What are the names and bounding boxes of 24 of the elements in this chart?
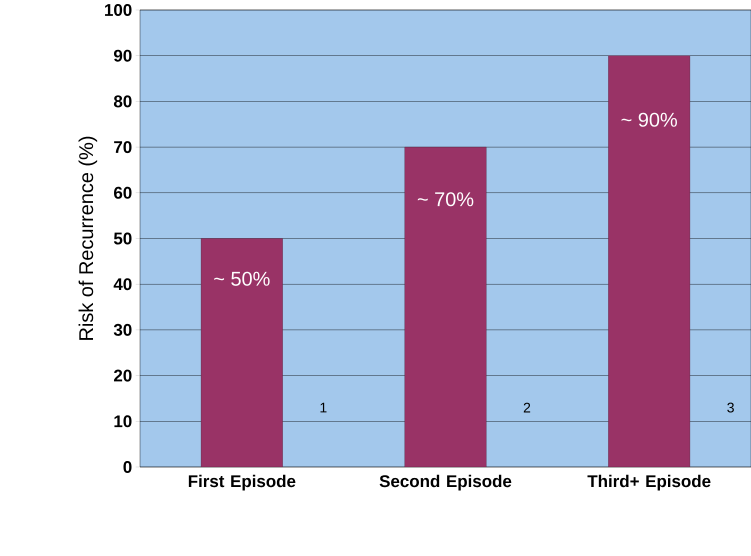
y-tick-label: 90 xyxy=(114,50,132,62)
y-tick-label: 50 xyxy=(114,232,132,244)
y-tick-label: 0 xyxy=(123,461,132,473)
annotation: 2 xyxy=(524,402,530,412)
y-tick-label: 70 xyxy=(114,141,132,154)
y-tick-label: 80 xyxy=(114,95,132,108)
x-tick-label: Second Episode xyxy=(380,474,512,491)
annotation: 3 xyxy=(727,402,734,413)
x-tick-label: First Episode xyxy=(188,474,296,491)
data-label: ~ 50% xyxy=(214,272,270,286)
x-tick-label: Third+ Episode xyxy=(587,474,710,491)
annotation: 1 xyxy=(320,402,327,412)
y-tick-label: 40 xyxy=(114,278,132,290)
y-tick-label: 60 xyxy=(114,186,132,199)
data-label: ~ 70% xyxy=(418,192,474,206)
bar xyxy=(608,55,690,467)
bar xyxy=(404,146,486,467)
y-tick-label: 30 xyxy=(114,324,132,336)
data-label: ~ 90% xyxy=(622,112,677,127)
y-axis-title: Risk of Recurrence (%) xyxy=(78,136,98,340)
y-tick-label: 100 xyxy=(105,4,132,16)
bar xyxy=(200,238,283,467)
y-tick-label: 10 xyxy=(114,415,132,428)
y-tick-label: 20 xyxy=(114,370,132,382)
